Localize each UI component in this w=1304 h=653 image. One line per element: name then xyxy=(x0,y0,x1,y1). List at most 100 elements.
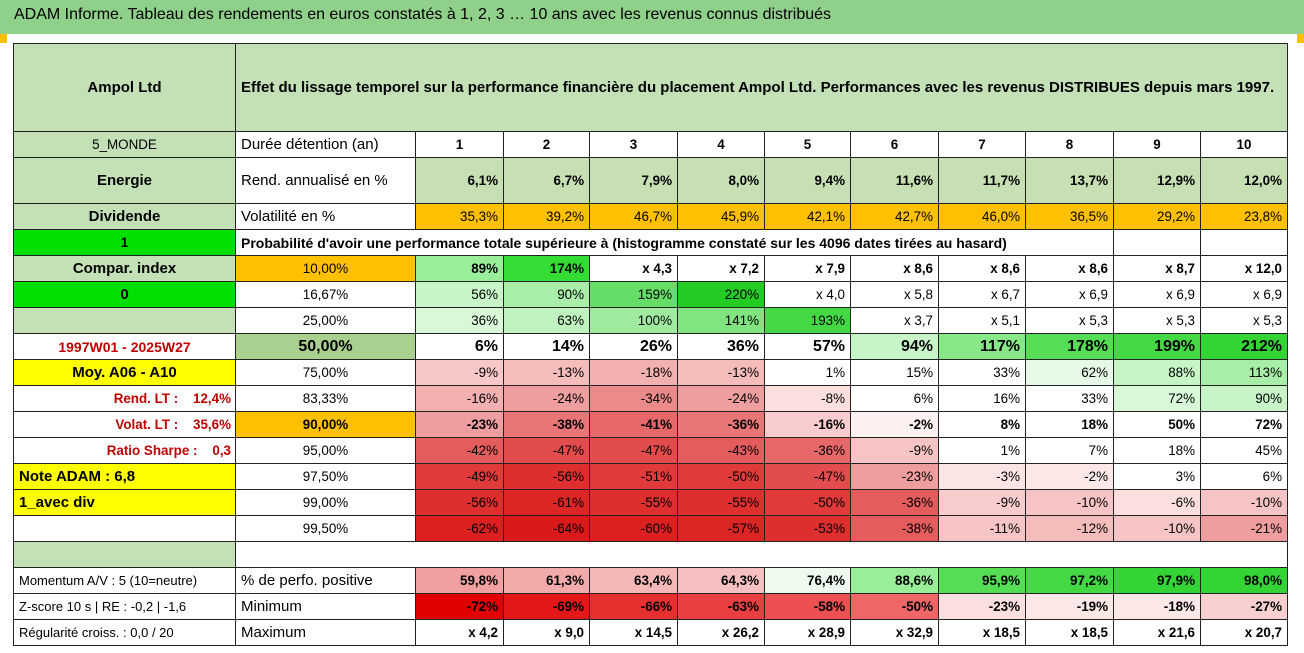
distribution-row: 25,00% 36% 63% 100% 141% 193% x 3,7 x 5,1 x 5,3 x… xyxy=(13,307,1288,334)
percentile-value-cell: 141% xyxy=(677,307,765,334)
percentile-label: 10,00% xyxy=(235,255,416,282)
summary-row: Momentum A/V : 5 (10=neutre)% de perfo. … xyxy=(13,567,1288,594)
side-info-cell: Moy. A06 - A10 xyxy=(13,359,236,386)
summary-value-cell: 95,9% xyxy=(938,567,1026,594)
percentile-label: 83,33% xyxy=(235,385,416,412)
percentile-value-cell: 178% xyxy=(1025,333,1114,360)
category-region: 5_MONDE xyxy=(13,131,236,158)
percentile-value-cell: x 6,9 xyxy=(1025,281,1114,308)
percentile-value-cell: -62% xyxy=(415,515,504,542)
returns-table: Ampol Ltd Effet du lissage temporel sur l… xyxy=(13,43,1288,646)
percentile-value-cell: -9% xyxy=(938,489,1026,516)
percentile-value-cell: 33% xyxy=(938,359,1026,386)
summary-value-cell: -19% xyxy=(1025,593,1114,620)
summary-value-cell: x 32,9 xyxy=(850,619,939,646)
summary-label: % de perfo. positive xyxy=(235,567,416,594)
percentile-value-cell: x 6,9 xyxy=(1200,281,1288,308)
summary-value-cell: x 4,2 xyxy=(415,619,504,646)
distribution-row: 1997W01 - 2025W27 50,00% 6% 14% 26% 36% 57% 94%… xyxy=(13,333,1288,360)
summary-value-cell: -66% xyxy=(589,593,678,620)
percentile-value-cell: 6% xyxy=(850,385,939,412)
side-info-cell: 1997W01 - 2025W27 xyxy=(13,333,236,360)
summary-value-cell: -27% xyxy=(1200,593,1288,620)
percentile-value-cell: -42% xyxy=(415,437,504,464)
summary-value-cell: 76,4% xyxy=(764,567,851,594)
annualized-return-cell: 12,9% xyxy=(1113,157,1201,204)
percentile-value-cell: 56% xyxy=(415,281,504,308)
duration-header: 3 xyxy=(589,131,678,158)
summary-value-cell: -69% xyxy=(503,593,590,620)
volatility-cell: 46,7% xyxy=(589,203,678,230)
annualized-return-cell: 7,9% xyxy=(589,157,678,204)
percentile-value-cell: -18% xyxy=(589,359,678,386)
percentile-label: 16,67% xyxy=(235,281,416,308)
volatility-cell: 39,2% xyxy=(503,203,590,230)
percentile-value-cell: -10% xyxy=(1025,489,1114,516)
summary-value-cell: 97,9% xyxy=(1113,567,1201,594)
left-corner-marker xyxy=(0,34,7,43)
annualized-return-cell: 12,0% xyxy=(1200,157,1288,204)
percentile-value-cell: 72% xyxy=(1200,411,1288,438)
percentile-value-cell: x 7,2 xyxy=(677,255,765,282)
side-info-cell: Note ADAM : 6,8 xyxy=(13,463,236,490)
percentile-value-cell: -8% xyxy=(764,385,851,412)
percentile-value-cell: 63% xyxy=(503,307,590,334)
annualized-return-label: Rend. annualisé en % xyxy=(235,157,416,204)
duration-label: Durée détention (an) xyxy=(235,131,416,158)
side-info-cell: Rend. LT : 12,4% xyxy=(13,385,236,412)
annualized-return-cell: 6,1% xyxy=(415,157,504,204)
percentile-value-cell: x 8,6 xyxy=(938,255,1026,282)
percentile-value-cell: 8% xyxy=(938,411,1026,438)
percentile-value-cell: 3% xyxy=(1113,463,1201,490)
duration-row: 5_MONDE Durée détention (an) 1 2 3 4 5 6 7 8 9 10 xyxy=(13,131,1288,158)
summary-label: Maximum xyxy=(235,619,416,646)
summary-side-cell: Z-score 10 s | RE : -0,2 | -1,6 xyxy=(13,593,236,620)
side-info-cell xyxy=(13,515,236,542)
summary-value-cell: x 18,5 xyxy=(938,619,1026,646)
summary-value-cell: 88,6% xyxy=(850,567,939,594)
summary-label: Minimum xyxy=(235,593,416,620)
percentile-value-cell: -23% xyxy=(415,411,504,438)
percentile-value-cell: 174% xyxy=(503,255,590,282)
percentile-value-cell: -16% xyxy=(415,385,504,412)
percentile-value-cell: 100% xyxy=(589,307,678,334)
percentile-value-cell: 14% xyxy=(503,333,590,360)
percentile-value-cell: -34% xyxy=(589,385,678,412)
volatility-cell: 45,9% xyxy=(677,203,765,230)
percentile-value-cell: 193% xyxy=(764,307,851,334)
percentile-value-cell: 89% xyxy=(415,255,504,282)
annualized-return-cell: 13,7% xyxy=(1025,157,1114,204)
summary-value-cell: -18% xyxy=(1113,593,1201,620)
percentile-value-cell: -56% xyxy=(503,463,590,490)
percentile-value-cell: 50% xyxy=(1113,411,1201,438)
separator-row xyxy=(13,541,1288,568)
summary-side-cell: Régularité croiss. : 0,0 / 20 xyxy=(13,619,236,646)
percentile-value-cell: -11% xyxy=(938,515,1026,542)
percentile-value-cell: -47% xyxy=(503,437,590,464)
percentile-value-cell: -36% xyxy=(764,437,851,464)
volatility-label: Volatilité en % xyxy=(235,203,416,230)
summary-value-cell: 64,3% xyxy=(677,567,765,594)
duration-header: 1 xyxy=(415,131,504,158)
percentile-label: 25,00% xyxy=(235,307,416,334)
duration-header: 6 xyxy=(850,131,939,158)
percentile-value-cell: -2% xyxy=(850,411,939,438)
percentile-value-cell: -64% xyxy=(503,515,590,542)
percentile-value-cell: -51% xyxy=(589,463,678,490)
percentile-value-cell: 199% xyxy=(1113,333,1201,360)
percentile-value-cell: 16% xyxy=(938,385,1026,412)
summary-value-cell: x 26,2 xyxy=(677,619,765,646)
category-income: Dividende xyxy=(13,203,236,230)
category-sector: Energie xyxy=(13,157,236,204)
percentile-value-cell: -49% xyxy=(415,463,504,490)
percentile-value-cell: 94% xyxy=(850,333,939,360)
distribution-row: Note ADAM : 6,8 97,50% -49% -56% -51% -50% -47… xyxy=(13,463,1288,490)
percentile-value-cell: -57% xyxy=(677,515,765,542)
description-text: Effet du lissage temporel sur la perform… xyxy=(235,43,1288,132)
annualized-return-cell: 8,0% xyxy=(677,157,765,204)
percentile-value-cell: 15% xyxy=(850,359,939,386)
duration-header: 10 xyxy=(1200,131,1288,158)
side-info-cell xyxy=(13,307,236,334)
percentile-value-cell: 1% xyxy=(938,437,1026,464)
distribution-row: 0 16,67% 56% 90% 159% 220% x 4,0 x 5,8 x 6,7 x 6,… xyxy=(13,281,1288,308)
